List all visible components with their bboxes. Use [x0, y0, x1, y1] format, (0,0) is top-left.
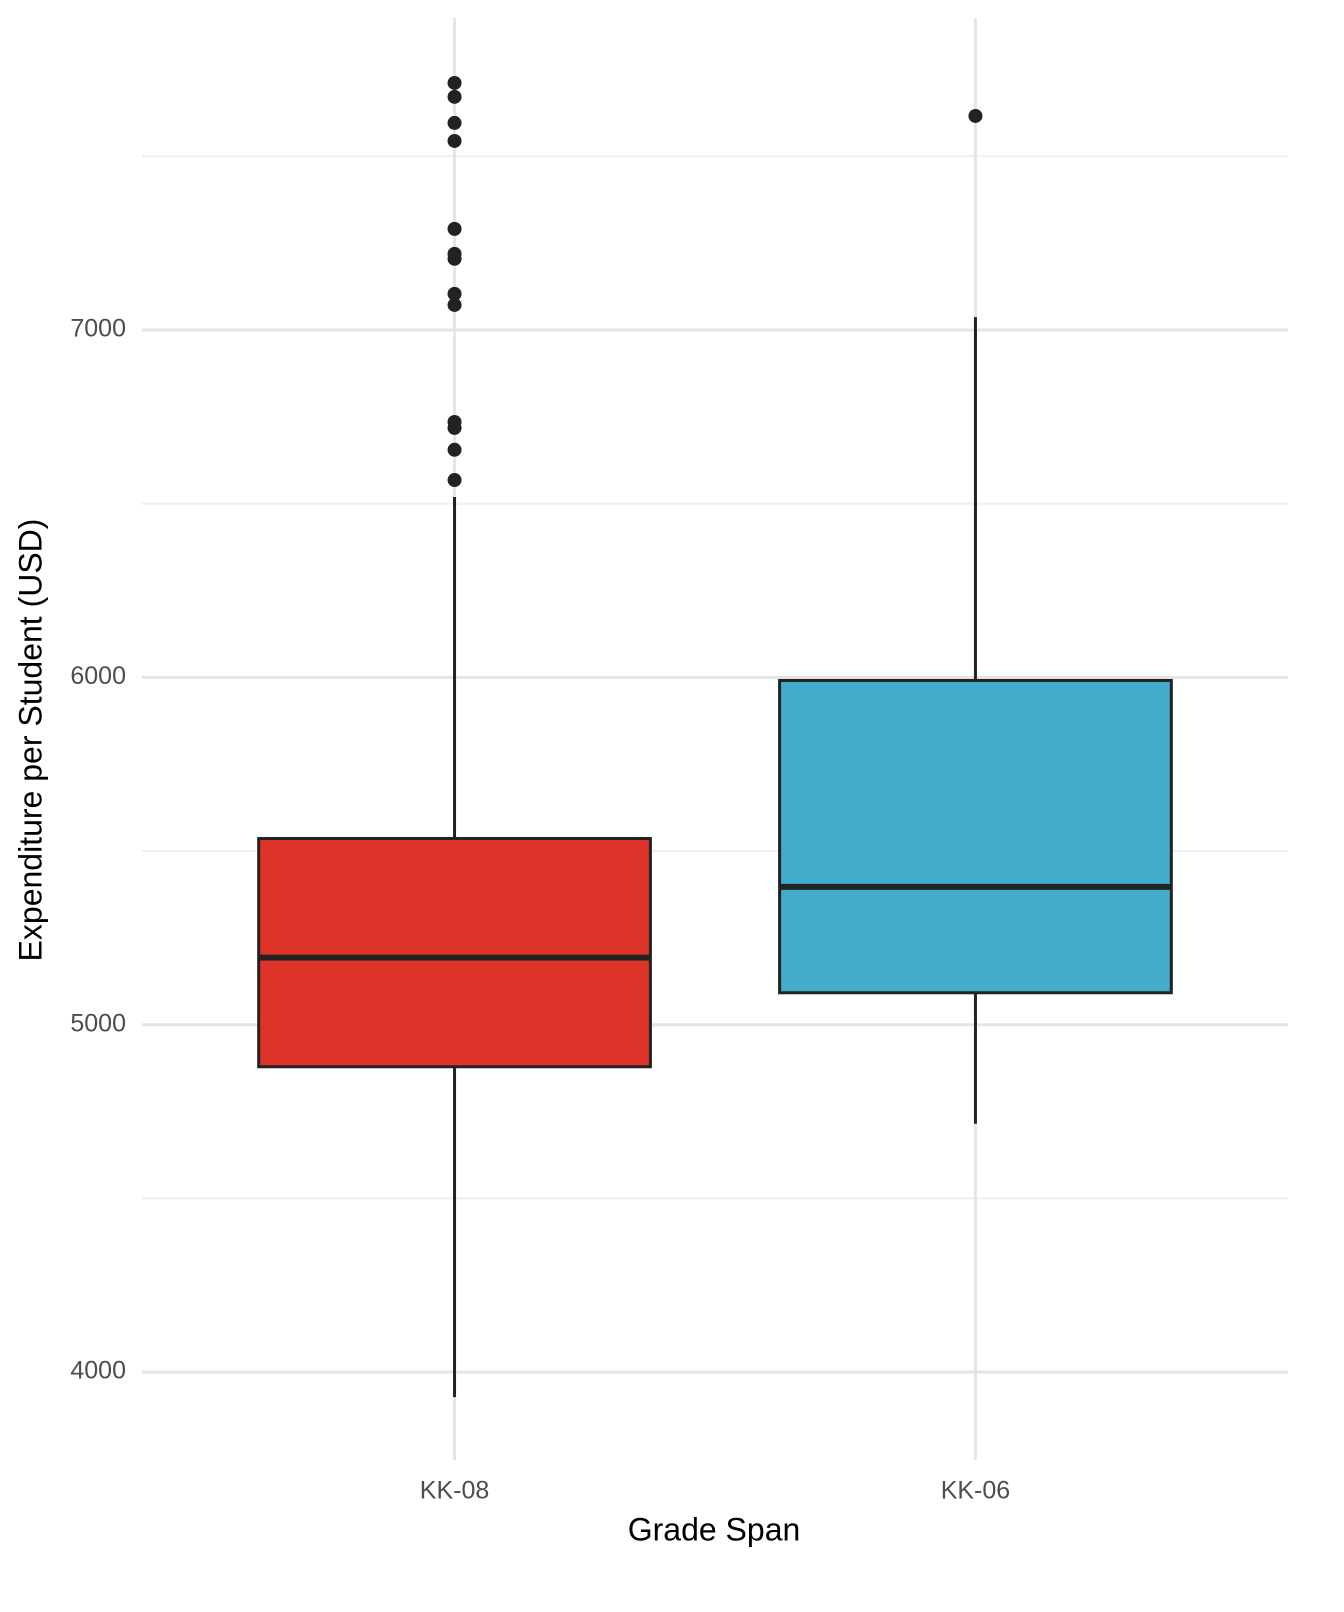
x-axis-title: Grade Span: [628, 1511, 801, 1547]
outlier: [447, 297, 462, 312]
outlier: [447, 133, 462, 148]
outlier: [447, 286, 462, 301]
y-axis-title: Expenditure per Student (USD): [12, 519, 48, 962]
outlier: [447, 251, 462, 266]
outlier: [447, 420, 462, 435]
box: [778, 678, 1173, 995]
y-tick-label: 6000: [70, 662, 126, 690]
outlier: [447, 75, 462, 90]
x-tick-label: KK-08: [420, 1477, 489, 1505]
x-tick-label: KK-06: [941, 1477, 1010, 1505]
outlier: [447, 89, 462, 104]
outlier: [968, 108, 983, 123]
y-tick-label: 7000: [70, 315, 126, 343]
y-tick-label: 4000: [70, 1357, 126, 1385]
box: [257, 837, 652, 1069]
outlier: [447, 442, 462, 457]
outlier: [447, 221, 462, 236]
outlier: [447, 115, 462, 130]
outlier: [447, 473, 462, 488]
y-tick-label: 5000: [70, 1009, 126, 1037]
